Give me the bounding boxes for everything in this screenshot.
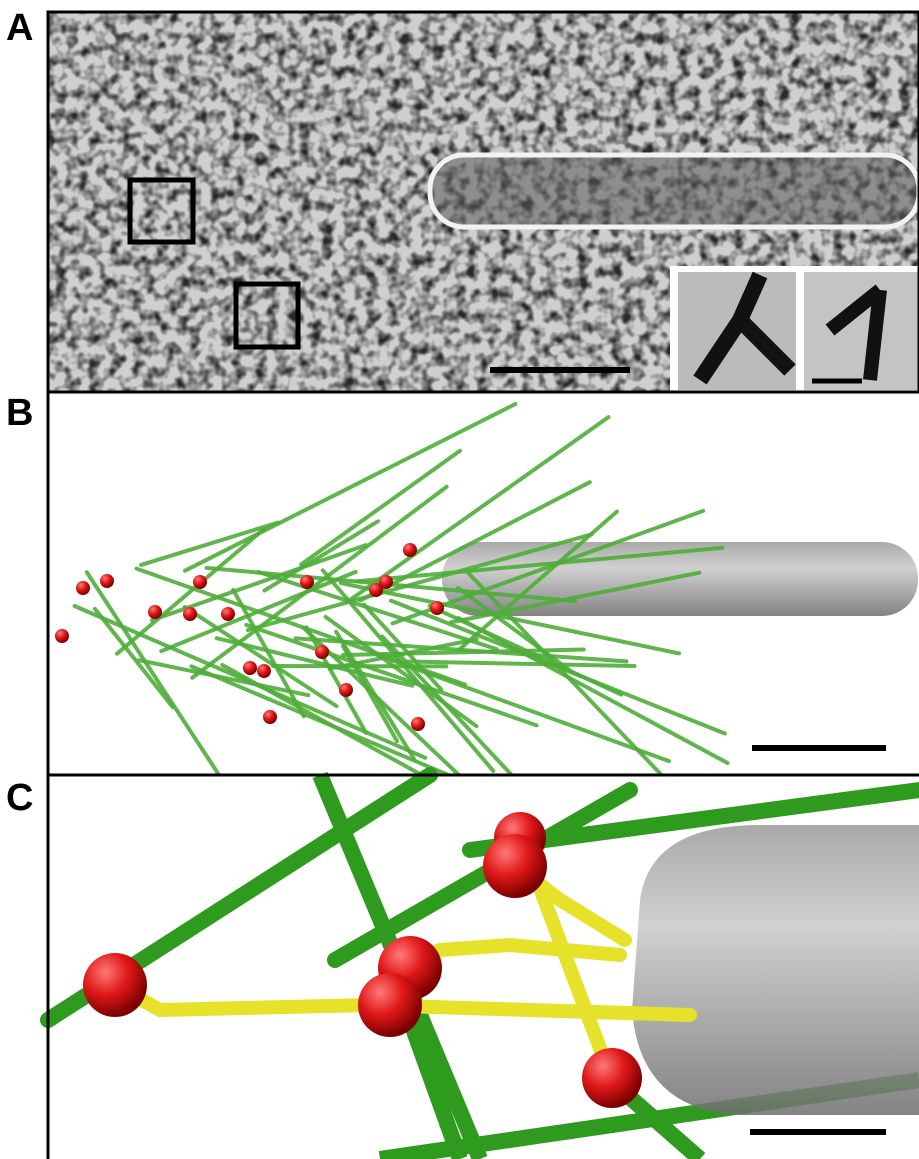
node [76, 581, 90, 595]
node [183, 607, 197, 621]
panel-label: B [6, 392, 33, 434]
node [403, 543, 417, 557]
node [193, 575, 207, 589]
node [411, 717, 425, 731]
inset [804, 272, 919, 390]
bacterium [632, 825, 919, 1115]
node [430, 601, 444, 615]
panel-label: C [6, 777, 33, 819]
node [379, 575, 393, 589]
node [315, 645, 329, 659]
panel-label: A [6, 7, 33, 49]
bacterium [430, 155, 919, 227]
panel-a: A [6, 7, 919, 392]
node [83, 953, 147, 1017]
panel-c: C [6, 775, 919, 1159]
node [257, 664, 271, 678]
node [263, 710, 277, 724]
node [582, 1048, 642, 1108]
node [148, 605, 162, 619]
figure: A B C [0, 0, 919, 1159]
node [100, 574, 114, 588]
node [339, 683, 353, 697]
node [300, 575, 314, 589]
node [243, 661, 257, 675]
node [358, 973, 422, 1037]
node [55, 629, 69, 643]
node [483, 834, 547, 898]
node [221, 607, 235, 621]
panel-b: B [6, 392, 919, 775]
